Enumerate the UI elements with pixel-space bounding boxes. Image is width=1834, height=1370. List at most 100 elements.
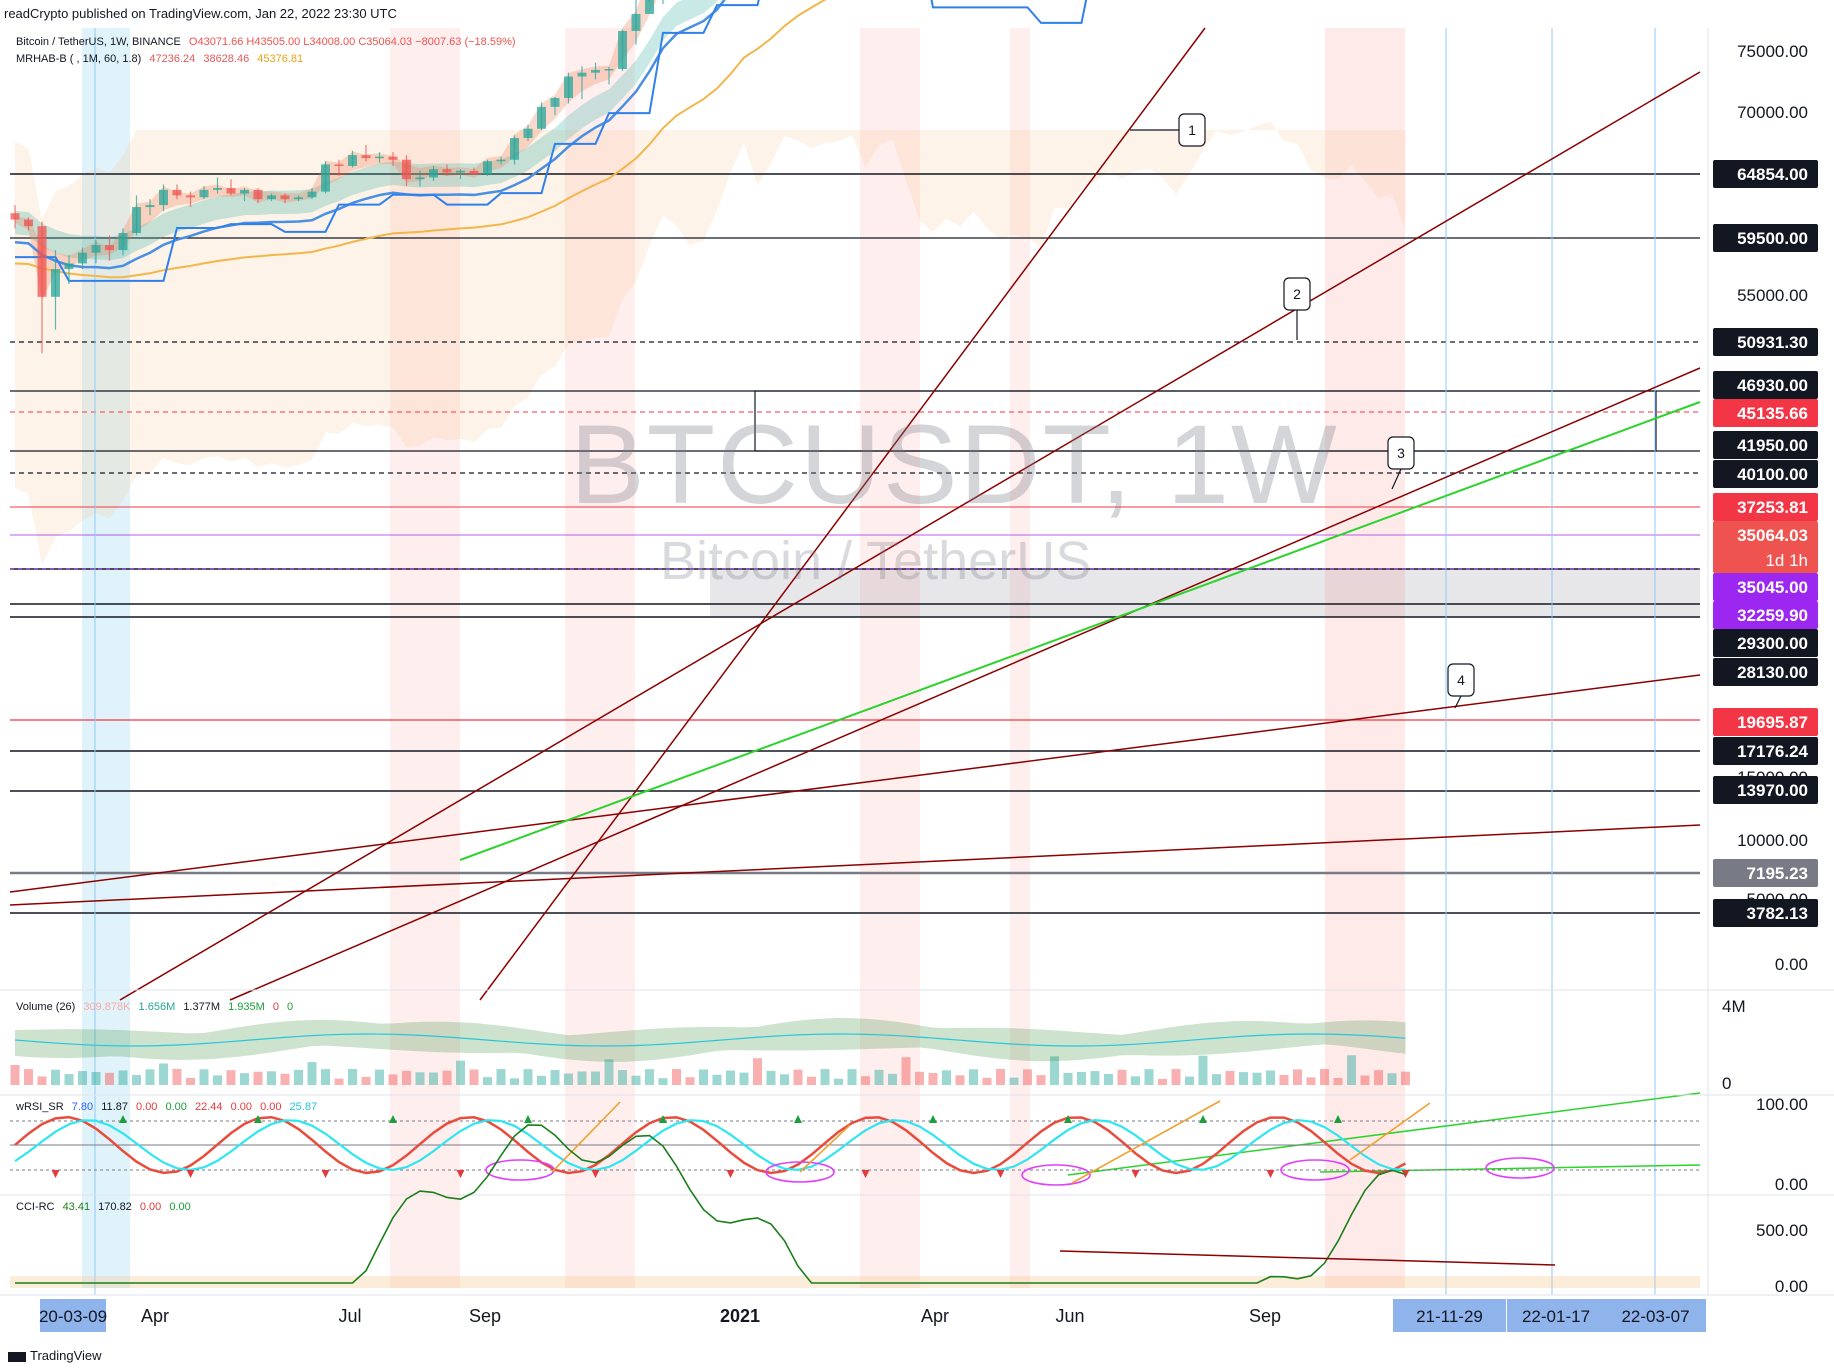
candle — [402, 155, 411, 187]
candle — [145, 199, 155, 216]
volume-bar — [1360, 1075, 1370, 1085]
rsi-divergence-line — [1349, 1102, 1431, 1161]
session-shade — [1325, 28, 1405, 1288]
wrsi-legend: wRSI_SR 7.80 11.87 0.00 0.00 22.44 0.00 … — [16, 1101, 322, 1113]
price-tag: 3782.13 — [1713, 899, 1818, 927]
candle-body — [226, 188, 236, 194]
footer-brand[interactable]: TradingView — [8, 1348, 102, 1363]
candle — [537, 102, 546, 131]
price-tag: 46930.00 — [1713, 371, 1818, 399]
candle-body — [442, 169, 452, 173]
symbol-label[interactable]: Bitcoin / TetherUS, 1W, BINANCE — [16, 36, 181, 48]
volume-bar — [469, 1069, 479, 1085]
rsi-line-cyan — [14, 1118, 1406, 1172]
trendline — [479, 27, 1206, 1001]
rsi-signal-arrow — [186, 1170, 195, 1178]
price-axis-label: 55000.00 — [1737, 286, 1808, 305]
rsi-signal-arrow — [254, 1115, 262, 1123]
candle-body — [483, 161, 492, 175]
volume-title[interactable]: Volume (26) — [16, 1001, 76, 1013]
candle — [267, 193, 276, 202]
rsi-signal-arrow — [996, 1170, 1005, 1178]
callout-pointer — [1391, 468, 1402, 490]
volume-bar — [375, 1069, 384, 1085]
volume-bar — [388, 1074, 398, 1085]
volume-bar — [456, 1060, 465, 1085]
volume-bar — [510, 1078, 519, 1085]
indicator-value: 45376.81 — [257, 53, 304, 65]
volume-value: 1.935M — [228, 1001, 265, 1013]
volume-bar — [928, 1073, 938, 1085]
cci-title[interactable]: CCI-RC — [16, 1201, 55, 1213]
volume-bar — [267, 1071, 276, 1085]
trendline — [9, 824, 1701, 906]
volume-bar — [793, 1069, 803, 1085]
candle-body — [186, 195, 195, 198]
volume-bar — [253, 1071, 263, 1085]
price-axis-label: 70000.00 — [1737, 103, 1808, 122]
footer-brand-label: TradingView — [30, 1348, 102, 1363]
volume-bar — [442, 1070, 452, 1085]
volume-bar — [1144, 1069, 1154, 1085]
time-axis-label: 2021 — [720, 1306, 760, 1326]
price-tag-bg — [1713, 399, 1818, 427]
rsi-divergence-line — [799, 1124, 851, 1173]
candle-body — [402, 159, 411, 180]
volume-bar — [550, 1070, 560, 1085]
candle-body — [631, 13, 641, 31]
volume-value: 0 — [287, 1001, 294, 1013]
cci-value: 43.41 — [62, 1201, 91, 1213]
step-support-line — [15, 0, 1088, 282]
volume-bar — [348, 1069, 357, 1085]
price-tag-bg — [1713, 737, 1818, 765]
candle — [618, 29, 627, 71]
volume-bar — [888, 1073, 897, 1085]
wrsi-title[interactable]: wRSI_SR — [16, 1101, 64, 1113]
volume-bar — [307, 1062, 317, 1085]
price-tag: 17176.24 — [1713, 737, 1818, 765]
price-tag-label: 7195.23 — [1747, 864, 1808, 883]
volume-bar — [294, 1069, 303, 1085]
callout-3: 3 — [1387, 436, 1415, 470]
candle-body — [321, 164, 330, 192]
volume-bar — [280, 1073, 290, 1085]
volume-bar — [658, 1078, 668, 1085]
candle — [483, 159, 492, 176]
candle — [10, 205, 20, 229]
volume-value: 0 — [272, 1001, 279, 1013]
price-tag-bg — [1713, 521, 1818, 573]
candle — [361, 144, 371, 162]
rsi-signal-arrow — [51, 1170, 60, 1178]
rsi-signal-arrow — [929, 1115, 937, 1123]
candle — [591, 62, 600, 80]
candle — [375, 152, 384, 163]
volume-bar — [955, 1075, 965, 1085]
volume-bar — [982, 1077, 992, 1085]
volume-bar — [847, 1069, 857, 1085]
volume-bar — [1077, 1071, 1086, 1085]
candle — [105, 235, 114, 261]
volume-bar — [915, 1071, 924, 1085]
volume-bar — [105, 1072, 114, 1085]
candle-body — [604, 68, 614, 71]
volume-bar — [1387, 1073, 1397, 1085]
price-axis-label: 75000.00 — [1737, 42, 1808, 61]
price-tag-bg — [1713, 224, 1818, 252]
candle — [348, 150, 357, 168]
volume-bar — [64, 1074, 74, 1085]
price-tag-label: 46930.00 — [1737, 376, 1808, 395]
time-axis-label: Sep — [469, 1306, 501, 1326]
price-tag: 35064.03 1d 1h — [1713, 521, 1818, 573]
time-axis-label: Sep — [1249, 1306, 1281, 1326]
price-axis-label: 0.00 — [1775, 955, 1808, 974]
candle — [280, 193, 290, 204]
candle — [334, 159, 344, 176]
rsi-axis-label: 100.00 — [1756, 1095, 1808, 1114]
price-tag: 29300.00 — [1713, 629, 1818, 657]
indicator-label[interactable]: MRHAB-B ( , 1M, 60, 1.8) — [16, 53, 142, 65]
candle-body — [294, 197, 303, 200]
volume-bar — [334, 1078, 344, 1085]
volume-bar — [861, 1076, 870, 1085]
